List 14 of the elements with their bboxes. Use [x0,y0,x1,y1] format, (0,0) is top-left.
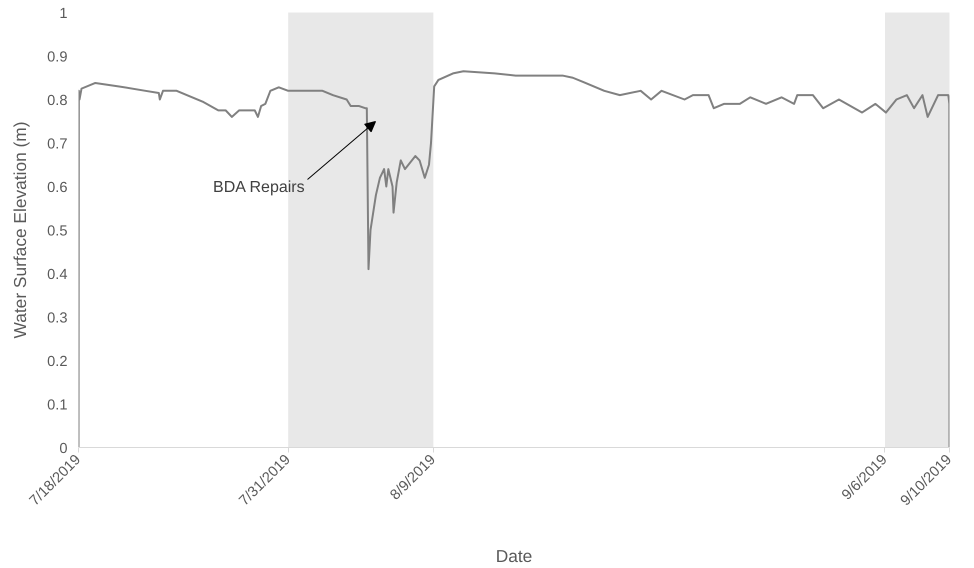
y-tick-label: 0.2 [47,354,68,370]
y-tick-label: 0.1 [47,398,68,414]
x-axis-title: Date [496,546,532,566]
y-tick-label: 0.7 [47,136,68,152]
y-tick-label: 0.4 [47,267,68,283]
y-tick-label: 0.9 [47,50,68,66]
y-tick-label: 0.6 [47,180,68,196]
y-tick-label: 0.5 [47,224,68,240]
y-tick-label: 0 [59,441,68,457]
annotation: BDA Repairs [213,179,305,196]
y-tick-label: 1 [59,6,68,22]
y-tick-label: 0.3 [47,310,68,326]
y-axis-title: Water Surface Elevation (m) [10,121,30,338]
y-tick-label: 0.8 [47,93,68,109]
